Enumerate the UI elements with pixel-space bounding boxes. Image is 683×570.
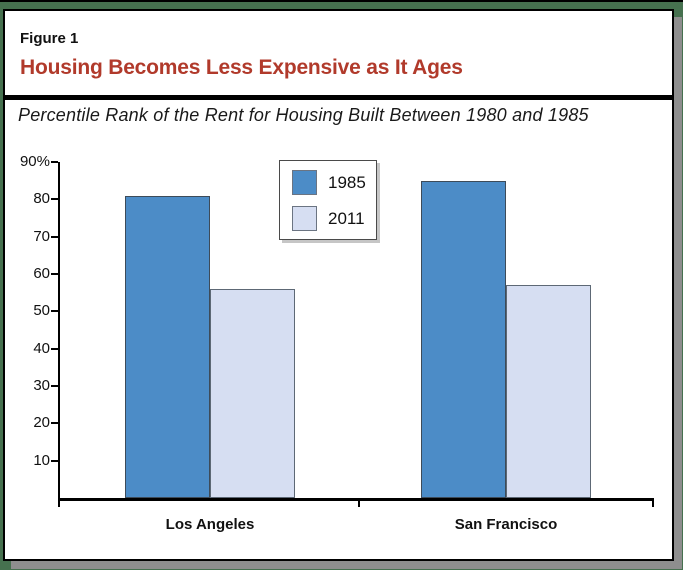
y-tick-label: 20	[33, 414, 50, 431]
bar-los-angeles-1985	[125, 196, 210, 498]
x-axis-tick	[652, 501, 654, 507]
legend-item-2011: 2011	[292, 206, 376, 231]
bar-san-francisco-2011	[506, 285, 591, 498]
y-tick-mark	[51, 273, 58, 275]
y-tick-mark	[51, 460, 58, 462]
title-divider-rule	[5, 95, 672, 100]
figure-panel: Figure 1 Housing Becomes Less Expensive …	[3, 9, 674, 561]
y-tick-mark	[51, 198, 58, 200]
y-tick-label: 50	[33, 302, 50, 319]
bar-san-francisco-1985	[421, 181, 506, 498]
plot-area: 10 20 30 40 50 60 70 80 90% Los Angeles San Franci…	[5, 11, 672, 559]
figure-title: Housing Becomes Less Expensive as It Age…	[20, 56, 463, 79]
figure-subtitle: Percentile Rank of the Rent for Housing …	[18, 105, 589, 125]
y-tick-label: 10	[33, 452, 50, 469]
x-axis-tick	[358, 501, 360, 507]
legend-swatch-1985	[292, 170, 317, 195]
x-axis-tick	[58, 501, 60, 507]
category-label: Los Angeles	[165, 516, 255, 533]
legend-item-1985: 1985	[292, 170, 376, 195]
y-axis-line	[58, 162, 60, 500]
category-label: San Francisco	[454, 516, 558, 533]
y-tick-mark	[51, 422, 58, 424]
y-tick-label: 90%	[19, 153, 50, 170]
legend-swatch-2011	[292, 206, 317, 231]
figure-number: Figure 1	[20, 30, 79, 47]
y-tick-mark	[51, 348, 58, 350]
y-tick-mark	[51, 236, 58, 238]
y-tick-mark	[51, 385, 58, 387]
y-tick-label: 60	[33, 265, 50, 282]
y-tick-mark	[51, 161, 58, 163]
y-tick-label: 80	[33, 190, 50, 207]
legend-label-2011: 2011	[328, 208, 365, 228]
bar-los-angeles-2011	[210, 289, 295, 498]
x-axis-line	[58, 498, 654, 501]
y-tick-mark	[51, 310, 58, 312]
top-border-line	[0, 0, 683, 2]
y-tick-label: 30	[33, 377, 50, 394]
y-tick-label: 70	[33, 228, 50, 245]
legend-box: 1985 2011	[279, 160, 377, 240]
legend-label-1985: 1985	[328, 172, 366, 192]
y-tick-label: 40	[33, 340, 50, 357]
